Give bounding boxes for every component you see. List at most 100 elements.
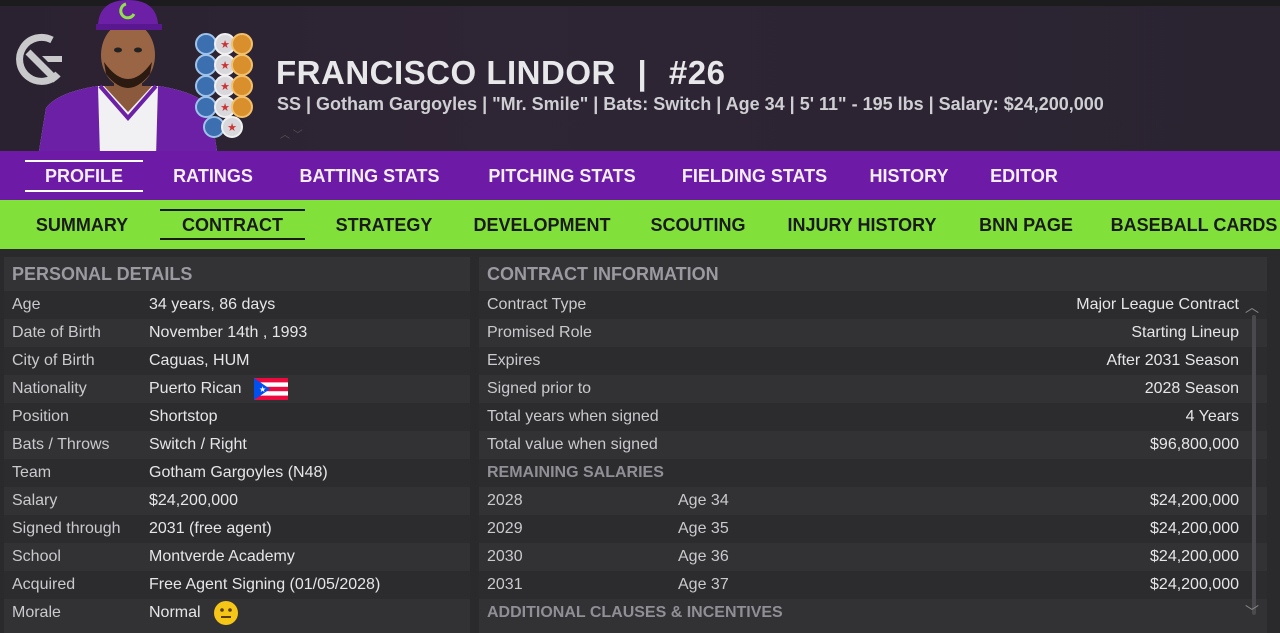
tab-summary[interactable]: SUMMARY xyxy=(35,215,129,235)
contract-label: Expires xyxy=(487,352,541,369)
salary-amount: $24,200,000 xyxy=(1150,520,1239,537)
tab-history[interactable]: HISTORY xyxy=(869,166,949,186)
detail-label: Date of Birth xyxy=(12,324,101,341)
tab-fielding-stats[interactable]: FIELDING STATS xyxy=(681,166,828,186)
detail-value-wrap: Normal xyxy=(149,599,239,627)
detail-row-signed-through: Signed through 2031 (free agent) xyxy=(4,515,470,543)
contract-row: Expires After 2031 Season xyxy=(479,347,1267,375)
detail-label: Bats / Throws xyxy=(12,436,110,453)
contract-value: After 2031 Season xyxy=(1106,352,1239,369)
contract-label: Contract Type xyxy=(487,296,587,313)
detail-label: Acquired xyxy=(12,576,76,593)
scroll-down-icon[interactable]: ﹀ xyxy=(1245,604,1259,620)
contract-row: Promised Role Starting Lineup xyxy=(479,319,1267,347)
secondary-tab-bar: SUMMARY CONTRACT STRATEGY DEVELOPMENT SC… xyxy=(0,200,1280,249)
contract-information-title: CONTRACT INFORMATION xyxy=(479,257,1267,291)
tab-baseball-cards[interactable]: BASEBALL CARDS xyxy=(1110,215,1278,235)
player-subtitle: SS | Gotham Gargoyles | "Mr. Smile" | Ba… xyxy=(277,94,1104,114)
detail-label: Nationality xyxy=(12,380,87,397)
detail-value: November 14th , 1993 xyxy=(149,324,308,341)
contract-value: 2028 Season xyxy=(1144,380,1239,397)
detail-row-age: Age 34 years, 86 days xyxy=(4,291,470,319)
additional-clauses-heading: ADDITIONAL CLAUSES & INCENTIVES xyxy=(487,604,783,621)
detail-value: Puerto Rican xyxy=(149,380,242,397)
salary-row: 2029 Age 35 $24,200,000 xyxy=(479,515,1267,543)
detail-value: Shortstop xyxy=(149,408,218,425)
detail-value: Caguas, HUM xyxy=(149,352,250,369)
scrollbar[interactable] xyxy=(1252,315,1256,615)
salary-age: Age 36 xyxy=(678,548,729,565)
team-logo-icon xyxy=(16,33,62,85)
detail-row-city: City of Birth Caguas, HUM xyxy=(4,347,470,375)
svg-text:★: ★ xyxy=(220,81,230,93)
salary-year: 2029 xyxy=(487,520,523,537)
svg-text:★: ★ xyxy=(227,122,237,134)
svg-text:★: ★ xyxy=(259,385,266,394)
detail-value: Free Agent Signing (01/05/2028) xyxy=(149,576,381,593)
detail-row-bats-throws: Bats / Throws Switch / Right xyxy=(4,431,470,459)
tab-scouting[interactable]: SCOUTING xyxy=(650,215,746,235)
expand-caret-icon[interactable]: ︿ ﹀ xyxy=(280,130,303,141)
salary-amount: $24,200,000 xyxy=(1150,548,1239,565)
tab-development[interactable]: DEVELOPMENT xyxy=(473,215,611,235)
detail-label: Position xyxy=(12,408,69,425)
tab-profile[interactable]: PROFILE xyxy=(25,151,143,200)
salary-amount: $24,200,000 xyxy=(1150,492,1239,509)
contract-row: Signed prior to 2028 Season xyxy=(479,375,1267,403)
salary-year: 2028 xyxy=(487,492,523,509)
contract-label: Signed prior to xyxy=(487,380,592,397)
salary-age: Age 34 xyxy=(678,492,729,509)
svg-text:★: ★ xyxy=(220,60,230,72)
player-name-text: FRANCISCO LINDOR xyxy=(276,54,616,91)
name-separator: | xyxy=(637,54,648,91)
contract-value: $96,800,000 xyxy=(1150,436,1239,453)
remaining-salaries-heading: REMAINING SALARIES xyxy=(479,459,1267,487)
detail-row-nationality: Nationality Puerto Rican ★ xyxy=(4,375,470,403)
detail-value: Switch / Right xyxy=(149,436,247,453)
detail-row-team: Team Gotham Gargoyles (N48) xyxy=(4,459,470,487)
personal-details-panel: PERSONAL DETAILS Age 34 years, 86 days D… xyxy=(4,257,470,633)
contract-label: Total years when signed xyxy=(487,408,659,425)
contract-value: 4 Years xyxy=(1185,408,1239,425)
salary-year: 2030 xyxy=(487,548,523,565)
tab-injury-history[interactable]: INJURY HISTORY xyxy=(787,215,937,235)
tab-editor[interactable]: EDITOR xyxy=(990,166,1058,186)
tab-ratings[interactable]: RATINGS xyxy=(173,166,253,186)
tab-pitching-stats[interactable]: PITCHING STATS xyxy=(488,166,636,186)
tab-bnn-page[interactable]: BNN PAGE xyxy=(979,215,1073,235)
tab-strategy[interactable]: STRATEGY xyxy=(335,215,433,235)
detail-value: Montverde Academy xyxy=(149,548,295,565)
salary-age: Age 37 xyxy=(678,576,729,593)
detail-label: Team xyxy=(12,464,52,481)
scroll-up-icon[interactable]: ︿ xyxy=(1245,299,1259,315)
player-number: #26 xyxy=(668,54,726,91)
detail-value: Normal xyxy=(149,604,201,621)
detail-row-position: Position Shortstop xyxy=(4,403,470,431)
contract-value: Major League Contract xyxy=(1076,296,1239,313)
detail-label: Morale xyxy=(12,604,61,621)
contract-row: Total value when signed $96,800,000 xyxy=(479,431,1267,459)
detail-label: City of Birth xyxy=(12,352,95,369)
detail-row-dob: Date of Birth November 14th , 1993 xyxy=(4,319,470,347)
tab-contract[interactable]: CONTRACT xyxy=(160,200,305,249)
tab-batting-stats[interactable]: BATTING STATS xyxy=(299,166,440,186)
personal-details-title: PERSONAL DETAILS xyxy=(4,257,470,291)
player-portrait xyxy=(38,0,218,157)
detail-row-morale: Morale Normal xyxy=(4,599,470,627)
player-name: FRANCISCO LINDOR | #26 xyxy=(276,54,725,92)
detail-value: 34 years, 86 days xyxy=(149,296,276,313)
player-header: ★ ★ ★ ★ ★ FRANCISCO LINDOR | #26 SS | Go… xyxy=(0,0,1280,157)
detail-label: Salary xyxy=(12,492,58,509)
detail-value-wrap: Puerto Rican ★ xyxy=(149,375,288,403)
detail-row-acquired: Acquired Free Agent Signing (01/05/2028) xyxy=(4,571,470,599)
contract-row: Contract Type Major League Contract xyxy=(479,291,1267,319)
primary-tab-bar: PROFILE RATINGS BATTING STATS PITCHING S… xyxy=(0,151,1280,200)
salary-row: 2028 Age 34 $24,200,000 xyxy=(479,487,1267,515)
contract-row: Total years when signed 4 Years xyxy=(479,403,1267,431)
team-link[interactable]: Gotham Gargoyles (N48) xyxy=(149,464,328,481)
contract-label: Promised Role xyxy=(487,324,592,341)
salary-row: 2030 Age 36 $24,200,000 xyxy=(479,543,1267,571)
salary-age: Age 35 xyxy=(678,520,729,537)
salary-amount: $24,200,000 xyxy=(1150,576,1239,593)
salary-year: 2031 xyxy=(487,576,523,593)
